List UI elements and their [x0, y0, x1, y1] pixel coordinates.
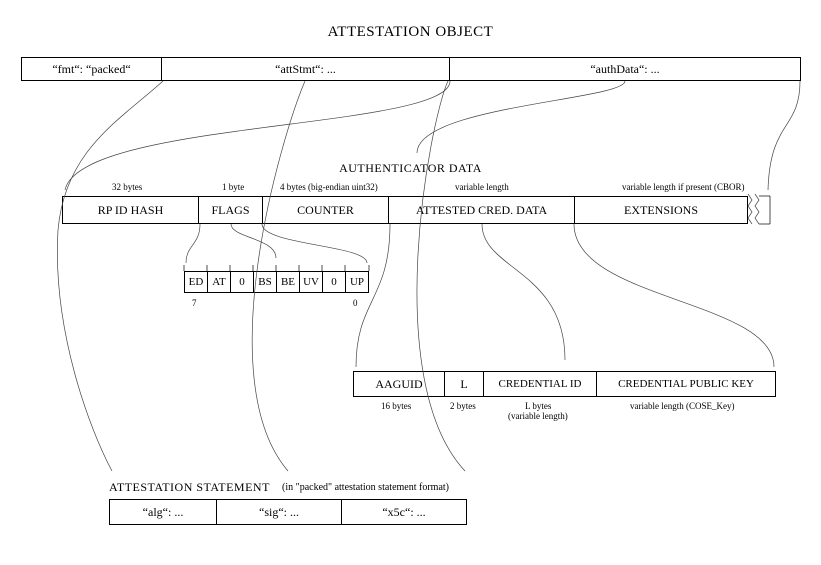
flag-bit-1: 0	[322, 271, 346, 293]
alg-cell: “alg“: ...	[109, 499, 217, 525]
pubkey-anno: variable length (COSE_Key)	[630, 401, 734, 411]
top-fmt-cell: “fmt“: “packed“	[21, 57, 162, 81]
page-title: ATTESTATION OBJECT	[0, 24, 821, 41]
attested-cell: ATTESTED CRED. DATA	[388, 196, 575, 224]
flag-bit-2: UV	[299, 271, 323, 293]
aaguid-cell: AAGUID	[353, 371, 445, 397]
top-authdata-cell: “authData“: ...	[449, 57, 801, 81]
x5c-cell: “x5c“: ...	[341, 499, 467, 525]
flag-bit-4: BS	[253, 271, 277, 293]
L-anno: 2 bytes	[450, 401, 476, 411]
flags-anno: 1 byte	[222, 182, 244, 192]
extensions-cell: EXTENSIONS	[574, 196, 748, 224]
credid-anno2: (variable length)	[508, 411, 568, 421]
attstmt-title: ATTESTATION STATEMENT	[109, 480, 270, 495]
authdata-title: AUTHENTICATOR DATA	[0, 161, 821, 176]
sig-cell: “sig“: ...	[216, 499, 342, 525]
flag-bit-0: UP	[345, 271, 369, 293]
credential-pubkey-cell: CREDENTIAL PUBLIC KEY	[596, 371, 776, 397]
credential-id-cell: CREDENTIAL ID	[483, 371, 597, 397]
flag-bit-3: BE	[276, 271, 300, 293]
flag-bit-7: ED	[184, 271, 208, 293]
L-cell: L	[444, 371, 484, 397]
flag-bit-5: 0	[230, 271, 254, 293]
aaguid-anno: 16 bytes	[381, 401, 411, 411]
credid-anno1: L bytes	[525, 401, 551, 411]
top-attstmt-cell: “attStmt“: ...	[161, 57, 450, 81]
flag-lsb-label: 0	[353, 298, 358, 308]
flag-msb-label: 7	[192, 298, 197, 308]
attested-anno: variable length	[455, 182, 509, 192]
rp-id-hash-cell: RP ID HASH	[62, 196, 199, 224]
counter-anno: 4 bytes (big-endian uint32)	[280, 182, 378, 192]
rp-id-hash-anno: 32 bytes	[112, 182, 142, 192]
extensions-anno: variable length if present (CBOR)	[622, 182, 744, 192]
attstmt-subtitle: (in "packed" attestation statement forma…	[282, 482, 449, 493]
flags-cell: FLAGS	[198, 196, 263, 224]
counter-cell: COUNTER	[262, 196, 389, 224]
flag-bit-6: AT	[207, 271, 231, 293]
